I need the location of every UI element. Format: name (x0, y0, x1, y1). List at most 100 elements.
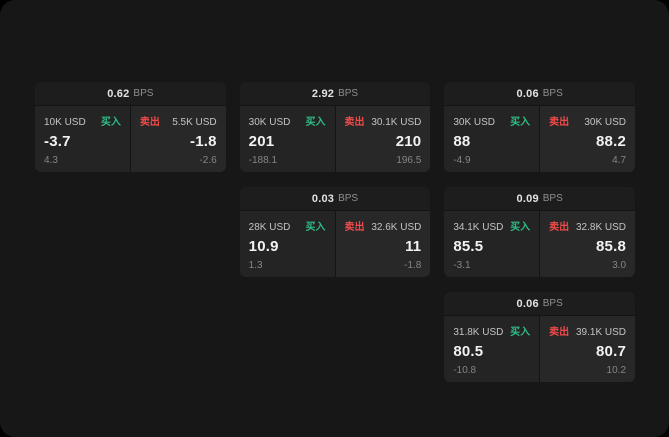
sell-panel[interactable]: 卖出 32.8K USD 85.8 3.0 (540, 211, 635, 277)
spread-header: 0.06 BPS (444, 82, 635, 105)
quote-card-body: 34.1K USD 买入 85.5 -3.1 卖出 32.8K USD 85.8… (444, 211, 635, 277)
quote-card: 0.09 BPS 34.1K USD 买入 85.5 -3.1 卖出 32.8K… (444, 187, 635, 277)
buy-delta: 4.3 (44, 155, 58, 166)
spread-header: 0.62 BPS (35, 82, 226, 105)
spread-unit-label: BPS (542, 298, 563, 309)
sell-amount: 32.6K USD (371, 222, 422, 233)
quote-card: 0.06 BPS 30K USD 买入 88 -4.9 卖出 30K USD (444, 82, 635, 172)
buy-side-label: 买入 (305, 117, 326, 128)
buy-delta: -10.8 (453, 365, 477, 376)
sell-panel[interactable]: 卖出 30.1K USD 210 196.5 (335, 106, 431, 172)
buy-delta: -3.1 (453, 260, 471, 271)
buy-panel[interactable]: 30K USD 买入 88 -4.9 (444, 106, 540, 172)
sell-price: -1.8 (190, 133, 217, 150)
sell-delta: -1.8 (404, 260, 422, 271)
sell-delta: 3.0 (612, 260, 627, 271)
buy-price: 80.5 (453, 343, 484, 360)
buy-side-label: 买入 (305, 222, 326, 233)
sell-panel-top-row: 卖出 32.8K USD (549, 218, 626, 233)
buy-amount: 30K USD (248, 117, 291, 128)
sell-side-label: 卖出 (549, 327, 570, 338)
sell-amount: 39.1K USD (575, 327, 627, 338)
sell-amount: 5.5K USD (172, 117, 217, 128)
sell-panel-top-row: 卖出 39.1K USD (549, 323, 626, 338)
spread-unit-label: BPS (542, 193, 563, 204)
sell-panel[interactable]: 卖出 5.5K USD -1.8 -2.6 (130, 106, 226, 172)
buy-side-label: 买入 (510, 222, 531, 233)
spread-header: 0.03 BPS (239, 187, 431, 210)
quote-card-body: 10K USD 买入 -3.7 4.3 卖出 5.5K USD -1.8 -2.… (35, 106, 226, 172)
spread-unit-label: BPS (338, 193, 359, 204)
sell-panel-top-row: 卖出 30.1K USD (345, 113, 422, 128)
buy-amount: 34.1K USD (453, 222, 504, 233)
spread-header: 0.09 BPS (444, 187, 635, 210)
quote-card-body: 31.8K USD 买入 80.5 -10.8 卖出 39.1K USD 80.… (444, 316, 635, 382)
sell-amount: 32.8K USD (575, 222, 627, 233)
buy-amount: 28K USD (248, 222, 291, 233)
sell-panel-top-row: 卖出 30K USD (549, 113, 626, 128)
sell-price: 11 (405, 238, 422, 255)
spread-value: 0.62 (107, 87, 130, 100)
spread-header: 0.06 BPS (444, 292, 635, 315)
buy-delta: 1.3 (248, 260, 263, 271)
buy-delta: -4.9 (453, 155, 471, 166)
buy-amount: 30K USD (453, 117, 496, 128)
buy-panel-top-row: 10K USD 买入 (44, 113, 121, 128)
spread-header: 2.92 BPS (239, 82, 431, 105)
buy-amount: 10K USD (44, 117, 86, 128)
buy-panel-top-row: 30K USD 买入 (453, 113, 530, 128)
spread-value: 0.06 (516, 87, 539, 100)
quote-card: 0.03 BPS 28K USD 买入 10.9 1.3 卖出 32.6K US… (239, 187, 431, 277)
buy-panel[interactable]: 30K USD 买入 201 -188.1 (239, 106, 335, 172)
buy-panel[interactable]: 28K USD 买入 10.9 1.3 (239, 211, 335, 277)
sell-side-label: 卖出 (549, 117, 570, 128)
sell-side-label: 卖出 (139, 117, 160, 128)
sell-delta: 10.2 (606, 365, 627, 376)
buy-panel-top-row: 34.1K USD 买入 (453, 218, 530, 233)
buy-delta: -188.1 (248, 155, 278, 166)
quote-cards-grid: 0.62 BPS 10K USD 买入 -3.7 4.3 卖出 5.5K USD (35, 82, 635, 382)
spread-unit-label: BPS (133, 88, 154, 99)
sell-amount: 30K USD (584, 117, 627, 128)
sell-price: 210 (395, 133, 422, 150)
sell-amount: 30.1K USD (371, 117, 422, 128)
sell-panel[interactable]: 卖出 30K USD 88.2 4.7 (540, 106, 635, 172)
sell-panel[interactable]: 卖出 39.1K USD 80.7 10.2 (540, 316, 635, 382)
buy-side-label: 买入 (510, 327, 531, 338)
buy-price: 85.5 (453, 238, 484, 255)
spread-unit-label: BPS (338, 88, 359, 99)
sell-price: 85.8 (596, 238, 627, 255)
buy-price: 201 (248, 133, 275, 150)
sell-delta: 196.5 (396, 155, 422, 166)
sell-panel[interactable]: 卖出 32.6K USD 11 -1.8 (335, 211, 431, 277)
buy-side-label: 买入 (100, 117, 121, 128)
spread-value: 0.09 (516, 192, 539, 205)
buy-panel[interactable]: 34.1K USD 买入 85.5 -3.1 (444, 211, 540, 277)
quote-card-body: 30K USD 买入 88 -4.9 卖出 30K USD 88.2 4.7 (444, 106, 635, 172)
buy-panel-top-row: 28K USD 买入 (249, 218, 326, 233)
spread-unit-label: BPS (542, 88, 563, 99)
sell-delta: -2.6 (199, 155, 217, 166)
buy-panel-top-row: 30K USD 买入 (249, 113, 326, 128)
sell-panel-top-row: 卖出 5.5K USD (140, 113, 217, 128)
sell-price: 88.2 (596, 133, 627, 150)
sell-price: 80.7 (596, 343, 627, 360)
sell-side-label: 卖出 (344, 117, 365, 128)
spread-value: 0.03 (311, 192, 335, 205)
buy-side-label: 买入 (510, 117, 531, 128)
quote-card-body: 28K USD 买入 10.9 1.3 卖出 32.6K USD 11 -1.8 (239, 211, 431, 277)
sell-panel-top-row: 卖出 32.6K USD (345, 218, 422, 233)
buy-price: -3.7 (44, 133, 71, 150)
buy-panel[interactable]: 31.8K USD 买入 80.5 -10.8 (444, 316, 540, 382)
sell-side-label: 卖出 (549, 222, 570, 233)
quote-card: 0.06 BPS 31.8K USD 买入 80.5 -10.8 卖出 39.1… (444, 292, 635, 382)
sell-side-label: 卖出 (344, 222, 365, 233)
quote-card: 2.92 BPS 30K USD 买入 201 -188.1 卖出 30.1K … (239, 82, 431, 172)
buy-price: 88 (453, 133, 471, 150)
buy-panel[interactable]: 10K USD 买入 -3.7 4.3 (35, 106, 130, 172)
spread-value: 2.92 (311, 87, 335, 100)
buy-price: 10.9 (248, 238, 279, 255)
quote-card: 0.62 BPS 10K USD 买入 -3.7 4.3 卖出 5.5K USD (35, 82, 226, 172)
quote-card-body: 30K USD 买入 201 -188.1 卖出 30.1K USD 210 1… (239, 106, 431, 172)
